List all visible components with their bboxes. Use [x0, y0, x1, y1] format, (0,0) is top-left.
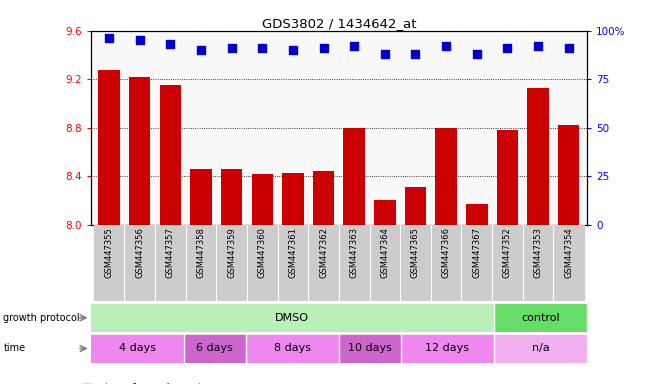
Bar — [278, 225, 308, 301]
Bar — [160, 85, 181, 225]
Text: DMSO: DMSO — [275, 313, 309, 323]
Bar — [462, 225, 492, 301]
Text: GSM447356: GSM447356 — [135, 227, 144, 278]
Bar — [339, 225, 370, 301]
Bar — [527, 88, 549, 225]
Bar — [184, 335, 246, 362]
Text: time: time — [3, 343, 25, 354]
Text: GSM447364: GSM447364 — [380, 227, 389, 278]
Bar — [282, 172, 303, 225]
Bar — [370, 225, 400, 301]
Bar — [155, 225, 186, 301]
Point — [103, 35, 114, 41]
Text: 12 days: 12 days — [425, 343, 470, 354]
Title: GDS3802 / 1434642_at: GDS3802 / 1434642_at — [262, 17, 416, 30]
Bar — [313, 171, 334, 225]
Point — [226, 45, 237, 51]
Text: GSM447357: GSM447357 — [166, 227, 174, 278]
Text: GSM447358: GSM447358 — [197, 227, 205, 278]
Bar — [466, 204, 488, 225]
Bar — [91, 304, 494, 332]
Bar — [124, 225, 155, 301]
Bar — [94, 225, 124, 301]
Point — [165, 41, 176, 47]
Bar — [252, 174, 273, 225]
Bar — [190, 169, 211, 225]
Text: GSM447354: GSM447354 — [564, 227, 573, 278]
Text: 10 days: 10 days — [348, 343, 392, 354]
Text: 6 days: 6 days — [197, 343, 233, 354]
Bar — [98, 70, 119, 225]
Bar — [494, 335, 587, 362]
Bar — [129, 77, 150, 225]
Bar — [494, 304, 587, 332]
Text: GSM447360: GSM447360 — [258, 227, 267, 278]
Text: n/a: n/a — [531, 343, 550, 354]
Bar — [308, 225, 339, 301]
Point — [441, 43, 452, 49]
Text: GSM447352: GSM447352 — [503, 227, 512, 278]
Text: growth protocol: growth protocol — [3, 313, 80, 323]
Bar — [401, 335, 494, 362]
Point — [349, 43, 360, 49]
Bar — [247, 225, 278, 301]
Point — [257, 45, 268, 51]
Bar — [374, 200, 396, 225]
Text: GSM447359: GSM447359 — [227, 227, 236, 278]
Point — [533, 43, 544, 49]
Text: GSM447367: GSM447367 — [472, 227, 481, 278]
Point — [287, 47, 298, 53]
Bar — [492, 225, 523, 301]
Text: GSM447361: GSM447361 — [289, 227, 297, 278]
Bar — [431, 225, 462, 301]
Bar — [186, 225, 216, 301]
Text: 4 days: 4 days — [119, 343, 156, 354]
Text: control: control — [521, 313, 560, 323]
Bar — [344, 127, 365, 225]
Point — [410, 51, 421, 57]
Point — [380, 51, 391, 57]
Bar — [558, 125, 580, 225]
Bar — [339, 335, 401, 362]
Bar — [523, 225, 554, 301]
Bar — [435, 127, 457, 225]
Bar — [246, 335, 339, 362]
Text: GSM447362: GSM447362 — [319, 227, 328, 278]
Text: GSM447363: GSM447363 — [350, 227, 359, 278]
Bar — [497, 130, 518, 225]
Bar — [400, 225, 431, 301]
Text: GSM447366: GSM447366 — [442, 227, 451, 278]
Text: transformed count: transformed count — [105, 383, 203, 384]
Point — [134, 37, 145, 43]
Point — [564, 45, 574, 51]
Text: GSM447353: GSM447353 — [533, 227, 543, 278]
Text: GSM447365: GSM447365 — [411, 227, 420, 278]
Point — [318, 45, 329, 51]
Text: 8 days: 8 days — [274, 343, 311, 354]
Bar — [554, 225, 584, 301]
Text: GSM447355: GSM447355 — [105, 227, 113, 278]
Bar — [91, 335, 184, 362]
Point — [472, 51, 482, 57]
Bar — [221, 169, 242, 225]
Bar — [216, 225, 247, 301]
Point — [195, 47, 206, 53]
Point — [502, 45, 513, 51]
Bar — [405, 187, 426, 225]
